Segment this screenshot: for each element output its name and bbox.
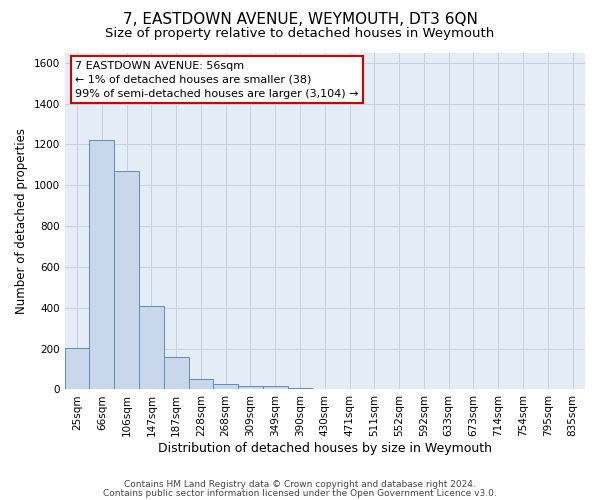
Bar xyxy=(114,172,139,390)
Bar xyxy=(287,388,313,390)
Text: 7 EASTDOWN AVENUE: 56sqm
← 1% of detached houses are smaller (38)
99% of semi-de: 7 EASTDOWN AVENUE: 56sqm ← 1% of detache… xyxy=(75,61,359,99)
Bar xyxy=(188,379,214,390)
Text: Contains HM Land Registry data © Crown copyright and database right 2024.: Contains HM Land Registry data © Crown c… xyxy=(124,480,476,489)
Text: Contains public sector information licensed under the Open Government Licence v3: Contains public sector information licen… xyxy=(103,489,497,498)
X-axis label: Distribution of detached houses by size in Weymouth: Distribution of detached houses by size … xyxy=(158,442,492,455)
Bar xyxy=(164,357,188,390)
Bar xyxy=(65,348,89,390)
Bar xyxy=(214,384,238,390)
Bar xyxy=(89,140,114,390)
Text: 7, EASTDOWN AVENUE, WEYMOUTH, DT3 6QN: 7, EASTDOWN AVENUE, WEYMOUTH, DT3 6QN xyxy=(122,12,478,28)
Bar xyxy=(238,386,263,390)
Bar xyxy=(139,306,164,390)
Text: Size of property relative to detached houses in Weymouth: Size of property relative to detached ho… xyxy=(106,28,494,40)
Bar xyxy=(263,386,287,390)
Y-axis label: Number of detached properties: Number of detached properties xyxy=(15,128,28,314)
